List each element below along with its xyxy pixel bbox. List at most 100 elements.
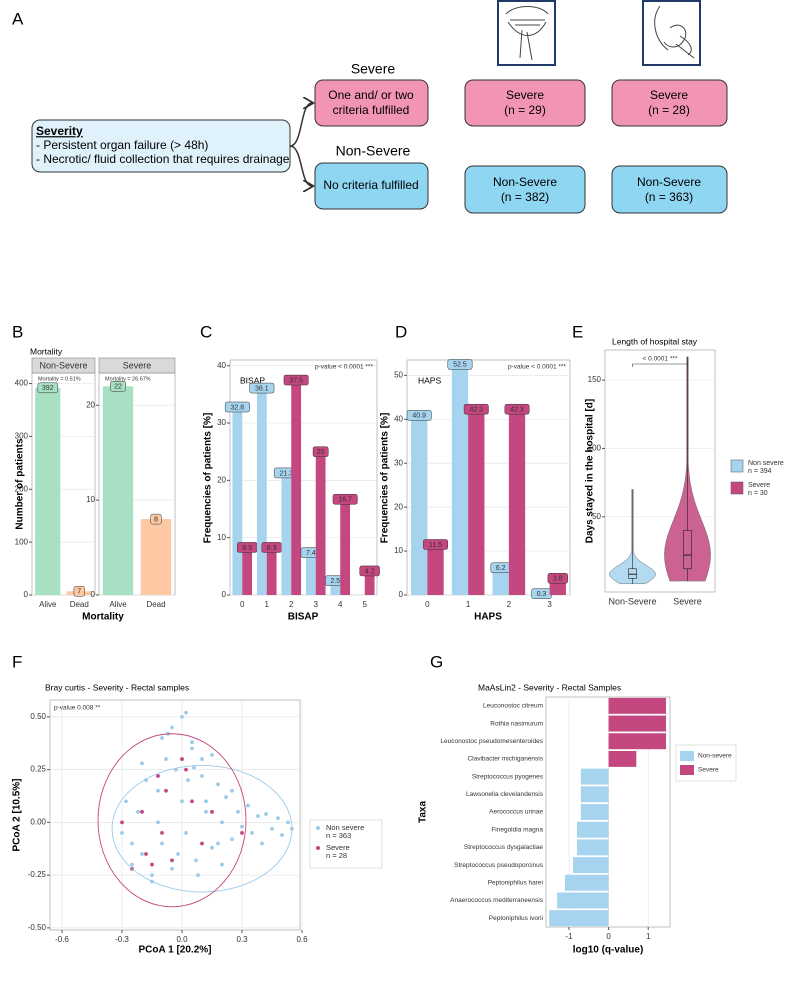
y-axis-title: Days stayed in the hospital [d] xyxy=(585,399,596,543)
rule-box xyxy=(314,79,429,127)
bar xyxy=(608,715,667,732)
bar xyxy=(468,409,485,595)
bar xyxy=(364,570,375,595)
x-tick-label: 0 xyxy=(606,932,611,941)
bar xyxy=(508,409,526,595)
bar xyxy=(608,697,667,714)
value-label: 6.2 xyxy=(496,565,506,572)
point xyxy=(164,788,168,793)
chart-title: MaAsLin2 - Severity - Rectal Samples xyxy=(478,682,621,692)
y-tick-label: 10 xyxy=(217,533,226,542)
bar xyxy=(492,567,509,595)
count-box xyxy=(611,79,728,127)
panel-letter: E xyxy=(572,322,583,341)
chart-title: Length of hospital stay xyxy=(612,336,698,346)
y-tick-label: 0.50 xyxy=(30,712,46,721)
count-box xyxy=(464,79,586,127)
point xyxy=(236,809,240,814)
bar xyxy=(340,499,351,595)
point xyxy=(156,774,160,778)
value-label: 392 xyxy=(42,385,54,392)
legend-count: n = 28 xyxy=(326,851,347,860)
y-tick-label: 0 xyxy=(24,590,29,599)
value-label: 8 xyxy=(154,516,158,523)
value-label: 16.7 xyxy=(338,497,352,504)
y-tick-label: 50 xyxy=(592,512,601,521)
legend-frame xyxy=(675,744,737,782)
y-tick-label: Streptococcus pseudoporcinus xyxy=(454,862,544,869)
y-tick-label: 10 xyxy=(86,495,95,504)
y-tick-label: 100 xyxy=(15,537,29,546)
legend-key xyxy=(730,459,744,473)
rule-text: No criteria fulfilled xyxy=(323,178,418,192)
y-tick-label: 40 xyxy=(394,414,403,423)
point xyxy=(156,788,160,793)
bar xyxy=(580,786,609,803)
value-label: 42.3 xyxy=(510,407,524,414)
oral-icon xyxy=(497,0,556,66)
point xyxy=(160,736,164,740)
x-tick-label: 2 xyxy=(289,600,294,609)
bar xyxy=(330,580,341,595)
point xyxy=(220,862,224,867)
x-tick-label: -1 xyxy=(565,932,573,941)
value-label: 40.9 xyxy=(412,413,426,420)
point xyxy=(210,809,214,814)
bar xyxy=(557,892,609,909)
rule-text: One and/ or two xyxy=(328,88,414,102)
panel-background xyxy=(49,699,301,931)
confidence-ellipse xyxy=(97,733,247,908)
value-label: 37.5 xyxy=(289,377,303,384)
value-label: 3.8 xyxy=(553,576,563,583)
point xyxy=(120,831,124,835)
facet-label: Non-Severe xyxy=(39,360,87,370)
y-tick-label: 0 xyxy=(222,590,227,599)
x-tick-label: 1 xyxy=(466,600,471,609)
arrow xyxy=(289,145,312,186)
point xyxy=(210,752,214,757)
y-tick-label: 150 xyxy=(588,375,602,384)
value-label-box xyxy=(37,382,58,394)
y-tick-label: Anaerococcus mediterraneensis xyxy=(450,897,544,904)
point xyxy=(216,841,220,846)
y-tick-label: 20 xyxy=(217,475,226,484)
value-label-box xyxy=(406,410,432,421)
value-label-box xyxy=(73,586,85,597)
x-axis-title: Mortality xyxy=(82,612,124,623)
point xyxy=(250,831,254,835)
value-label-box xyxy=(504,403,530,415)
bar xyxy=(242,547,253,595)
bar xyxy=(580,804,609,820)
x-tick-label: 0 xyxy=(240,600,245,609)
count-text: (n = 28) xyxy=(648,103,690,117)
point xyxy=(264,812,268,816)
y-tick-label: -0.25 xyxy=(28,870,47,879)
x-tick-label: 3 xyxy=(547,600,552,609)
bar xyxy=(576,839,609,856)
x-tick-label: 0.6 xyxy=(296,935,308,944)
y-tick-label: 0 xyxy=(399,590,404,599)
annotation: p-value 0.008 ** xyxy=(54,705,101,712)
criteria-item: - Persistent organ failure (> 48h) xyxy=(36,138,208,152)
y-tick-label: 400 xyxy=(15,379,29,388)
legend-frame xyxy=(309,819,383,869)
x-tick-label: 1 xyxy=(265,600,270,609)
x-tick-label: 4 xyxy=(338,600,343,609)
point xyxy=(276,816,280,821)
point xyxy=(140,852,144,856)
rule-box xyxy=(314,162,429,210)
legend-count: n = 363 xyxy=(326,831,351,840)
point xyxy=(170,858,174,863)
bar xyxy=(256,388,267,595)
value-label: 7.4 xyxy=(306,550,316,557)
value-label: 7 xyxy=(77,589,81,596)
panel-letter: F xyxy=(12,652,22,671)
bar xyxy=(102,386,134,595)
x-tick-label: 0 xyxy=(425,600,430,609)
y-tick-label: 0.25 xyxy=(30,765,46,774)
x-axis-title: PCoA 1 [20.2%] xyxy=(139,945,212,956)
point xyxy=(260,841,264,846)
legend-label: Non severe xyxy=(326,823,364,832)
x-axis-title: HAPS xyxy=(474,612,502,623)
x-tick-label: 2 xyxy=(507,600,512,609)
